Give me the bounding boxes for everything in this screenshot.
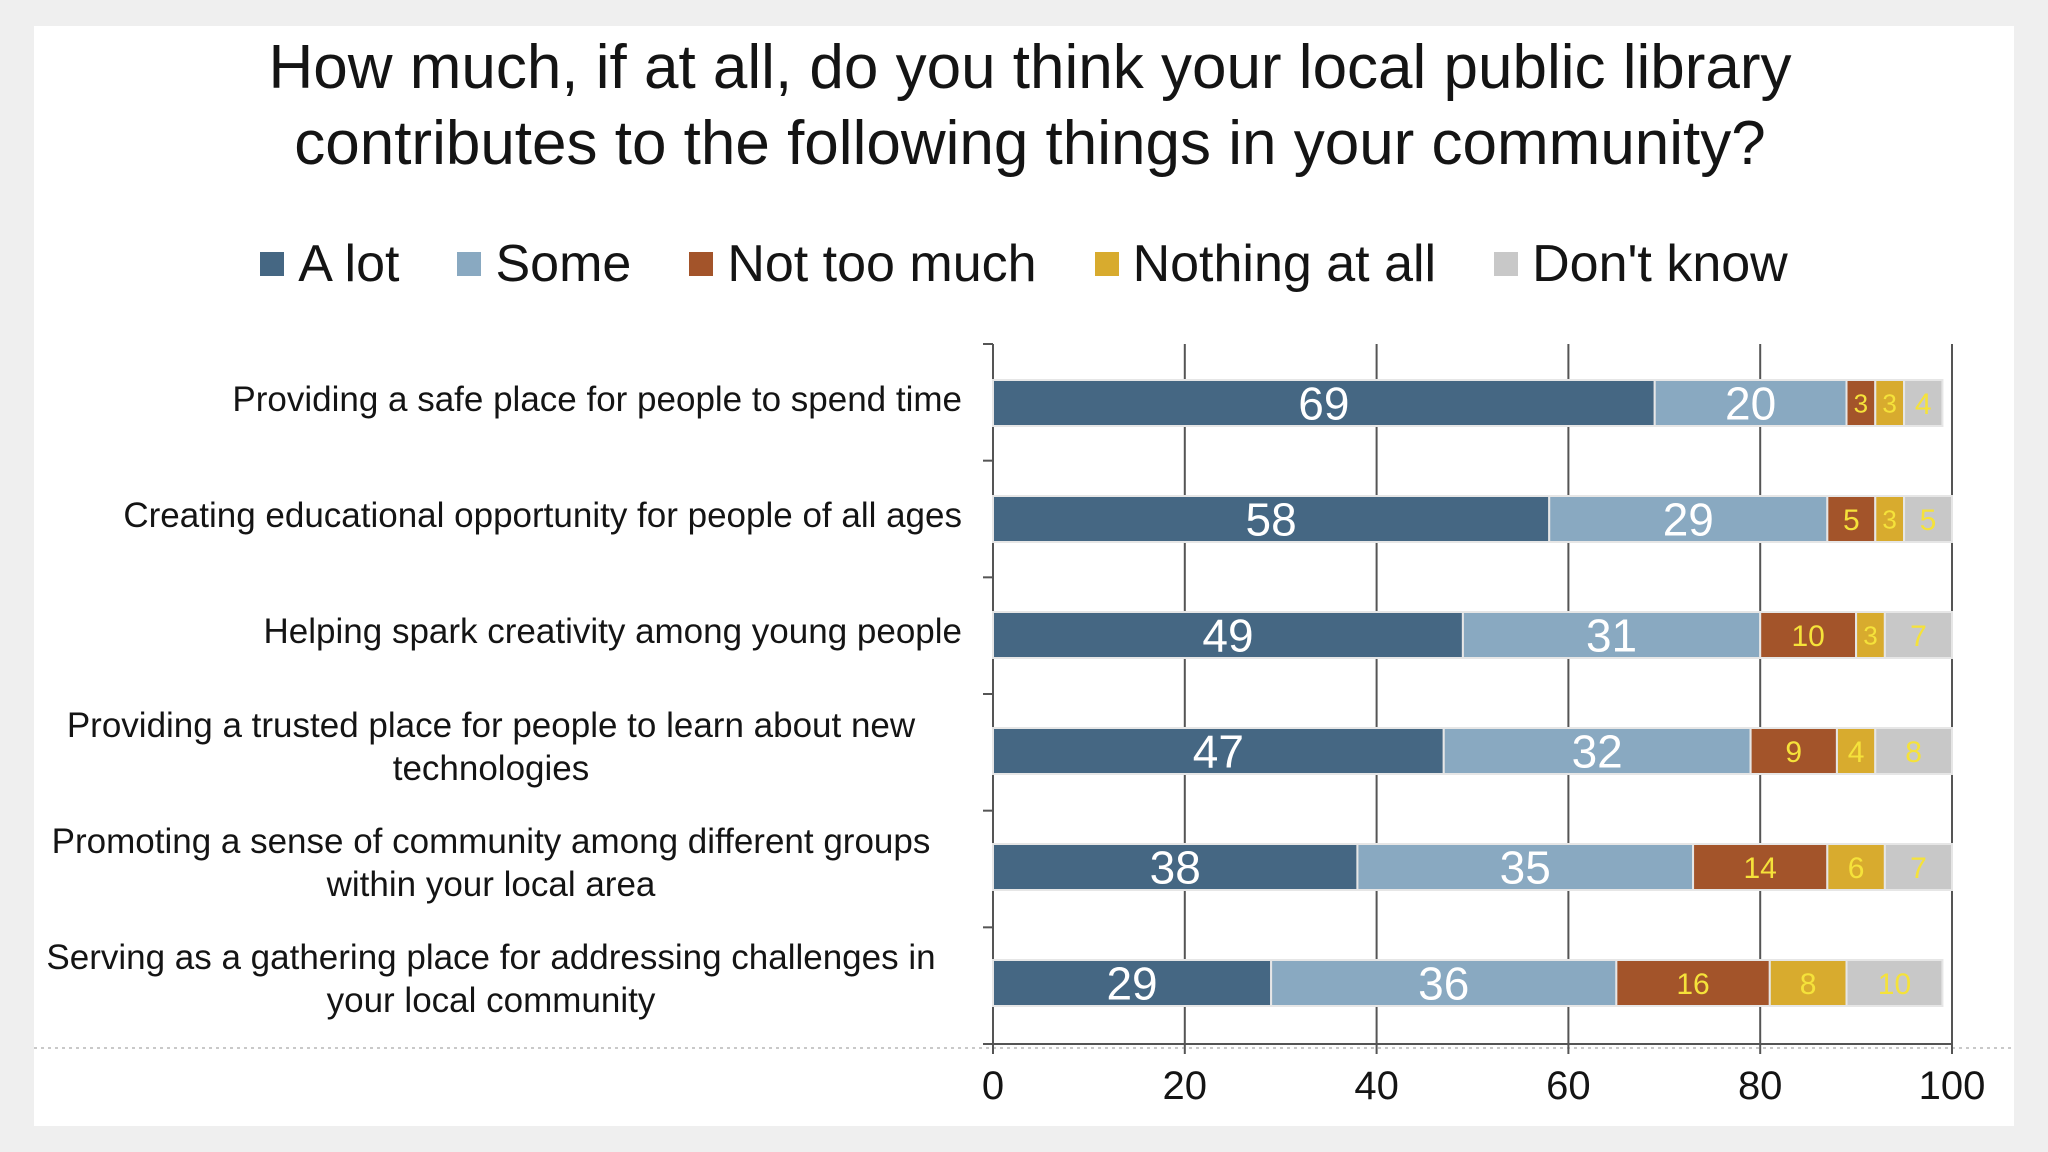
data-label: 32 xyxy=(1572,726,1623,778)
legend-label: A lot xyxy=(298,235,400,293)
legend-label: Some xyxy=(495,235,632,293)
bar-segment xyxy=(1903,379,1944,427)
data-label: 58 xyxy=(1246,494,1297,546)
data-label: 16 xyxy=(1676,968,1709,1001)
legend-swatch xyxy=(260,252,285,276)
data-label: 4 xyxy=(1915,388,1932,421)
bar-segment xyxy=(1826,495,1877,543)
x-tick-label: 80 xyxy=(1738,1064,1783,1108)
bar-segment xyxy=(1653,379,1848,427)
bar-segment xyxy=(1874,727,1954,775)
data-label: 10 xyxy=(1791,620,1824,653)
legend-item: Don't know xyxy=(1494,234,1788,294)
x-tick-label: 0 xyxy=(982,1064,1004,1108)
legend: A lot Some Not too much Nothing at all Don't… xyxy=(0,234,2048,294)
bar-segment xyxy=(1826,843,1886,891)
data-label: 4 xyxy=(1848,736,1865,769)
bar-segment xyxy=(1749,727,1838,775)
data-label: 29 xyxy=(1663,494,1714,546)
legend-label: Nothing at all xyxy=(1132,235,1437,293)
legend-label: Don't know xyxy=(1532,235,1788,293)
bar-segment xyxy=(1874,495,1906,543)
data-label: 3 xyxy=(1882,504,1896,534)
data-label: 35 xyxy=(1500,842,1551,894)
bar-segment xyxy=(1768,959,1848,1007)
category-label: Serving as a gathering place for address… xyxy=(46,938,936,1020)
data-label: 9 xyxy=(1785,736,1802,769)
bar-segment xyxy=(992,843,1359,891)
legend-label: Not too much xyxy=(727,235,1037,293)
bar-segment xyxy=(1845,959,1944,1007)
bar-segment xyxy=(1835,727,1877,775)
bar-segment xyxy=(1883,843,1953,891)
data-label: 69 xyxy=(1298,378,1349,430)
x-tick-label: 40 xyxy=(1354,1064,1399,1108)
x-tick-label: 60 xyxy=(1546,1064,1591,1108)
category-label: Creating educational opportunity for peo… xyxy=(123,495,962,535)
data-label: 36 xyxy=(1418,958,1469,1010)
bar-segment xyxy=(1548,495,1829,543)
category-label: Providing a trusted place for people to … xyxy=(66,706,916,788)
bar-segment xyxy=(992,727,1445,775)
legend-swatch xyxy=(1094,252,1119,276)
category-label: Promoting a sense of community among dif… xyxy=(51,822,931,904)
bar-segment xyxy=(992,495,1551,543)
data-label: 3 xyxy=(1854,388,1868,418)
data-label: 7 xyxy=(1910,620,1927,653)
category-label: Helping spark creativity among young peo… xyxy=(263,611,962,651)
legend-item: A lot xyxy=(260,234,399,294)
bar-segment xyxy=(992,611,1464,659)
bar-segment xyxy=(1356,843,1695,891)
category-label: Providing a safe place for people to spe… xyxy=(232,379,962,419)
data-label: 5 xyxy=(1920,504,1937,537)
data-label: 8 xyxy=(1905,736,1922,769)
bar-segment xyxy=(1883,611,1953,659)
bar-segment xyxy=(1615,959,1771,1007)
data-label: 5 xyxy=(1843,504,1860,537)
bar-segment xyxy=(1855,611,1886,659)
x-tick-label: 100 xyxy=(1919,1064,1986,1108)
legend-item: Nothing at all xyxy=(1094,234,1437,294)
legend-swatch xyxy=(689,252,714,276)
data-label: 38 xyxy=(1150,842,1201,894)
bar-segment xyxy=(992,379,1656,427)
slide-background xyxy=(34,26,2014,1126)
data-label: 31 xyxy=(1586,610,1637,662)
data-label: 29 xyxy=(1106,958,1157,1010)
bar-segment xyxy=(1692,843,1829,891)
data-label: 7 xyxy=(1910,852,1927,885)
data-label: 8 xyxy=(1800,968,1817,1001)
legend-item: Some xyxy=(457,234,631,294)
data-label: 3 xyxy=(1863,620,1877,650)
data-label: 3 xyxy=(1882,388,1896,418)
chart-title: How much, if at all, do you think your l… xyxy=(268,33,1792,178)
legend-swatch xyxy=(457,252,482,276)
data-label: 6 xyxy=(1848,852,1865,885)
data-label: 47 xyxy=(1193,726,1244,778)
legend-swatch xyxy=(1494,252,1519,276)
legend-item: Not too much xyxy=(689,234,1037,294)
bar-segment xyxy=(1903,495,1954,543)
data-label: 14 xyxy=(1744,852,1777,885)
data-label: 49 xyxy=(1202,610,1253,662)
x-tick-label: 20 xyxy=(1163,1064,1208,1108)
data-label: 20 xyxy=(1725,378,1776,430)
data-label: 10 xyxy=(1878,968,1911,1001)
